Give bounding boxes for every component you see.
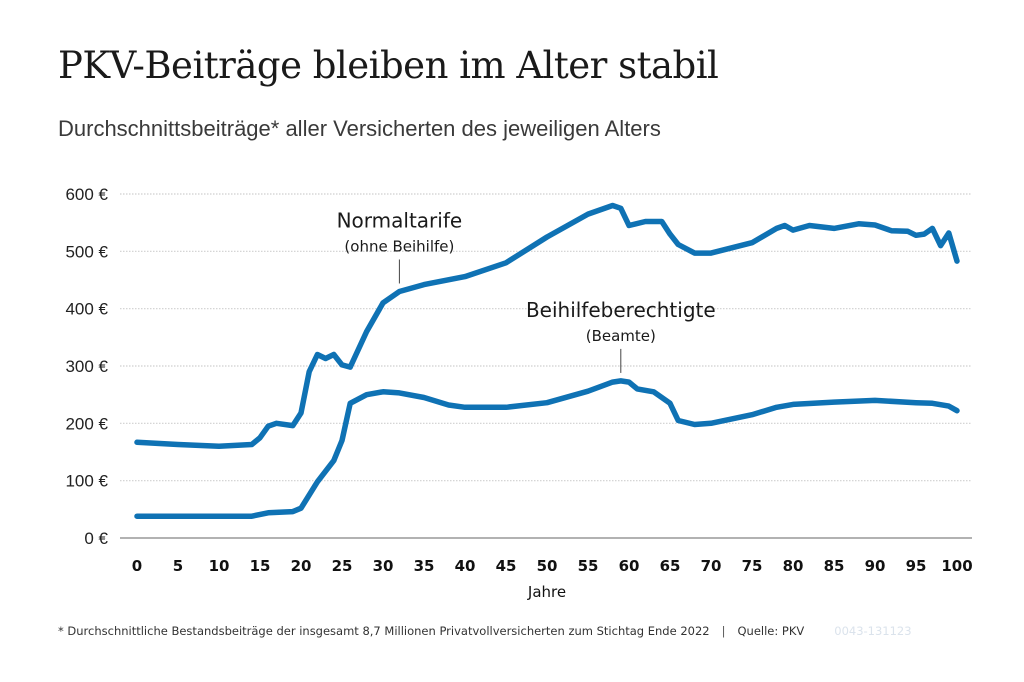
x-tick-label: 35 — [414, 557, 435, 575]
annotation-title: Normaltarife — [337, 208, 463, 232]
graphic-code: 0043-131123 — [834, 624, 912, 638]
x-tick-label: 10 — [209, 557, 230, 575]
annotation-subtitle: (ohne Beihilfe) — [344, 237, 454, 255]
x-tick-label: 85 — [824, 557, 845, 575]
x-tick-label: 20 — [291, 557, 312, 575]
y-tick-label: 400 € — [65, 300, 108, 319]
y-tick-label: 300 € — [65, 357, 108, 376]
footnote-separator: | — [721, 624, 726, 638]
gridlines — [120, 193, 972, 482]
series-lines — [134, 202, 960, 519]
x-tick-label: 95 — [906, 557, 927, 575]
y-tick-label: 600 € — [65, 185, 108, 204]
x-tick-label: 0 — [132, 557, 142, 575]
source-label: Quelle: PKV — [737, 624, 805, 638]
y-tick-label: 0 € — [84, 529, 108, 548]
annotation-subtitle: (Beamte) — [586, 327, 656, 345]
x-tick-label: 55 — [578, 557, 599, 575]
x-tick-label: 50 — [537, 557, 558, 575]
x-tick-label: 100 — [941, 557, 972, 575]
y-tick-label: 100 € — [65, 472, 108, 491]
x-axis-ticks: 0 5 10 15 20 25 30 35 40 45 50 55 60 65 70 75 80 85 90 95 10… — [132, 557, 973, 575]
x-tick-label: 80 — [783, 557, 804, 575]
y-tick-label: 200 € — [65, 414, 108, 433]
series-annotations: (ohne Beihilfe) Normaltarife (Beamte) Beihi… — [337, 208, 716, 373]
x-tick-label: 45 — [496, 557, 517, 575]
x-tick-label: 65 — [660, 557, 681, 575]
footnote-text: * Durchschnittliche Bestandsbeiträge der… — [58, 624, 710, 638]
annotation-title: Beihilfeberechtigte — [526, 298, 716, 322]
y-axis-ticks: 0 € 100 € 200 € 300 € 400 € 500 € 600 € — [65, 185, 108, 548]
x-tick-label: 15 — [250, 557, 271, 575]
x-tick-label: 75 — [742, 557, 763, 575]
series-line-normaltarife — [134, 202, 960, 450]
y-tick-label: 500 € — [65, 242, 108, 261]
x-tick-label: 5 — [173, 557, 183, 575]
x-tick-label: 30 — [373, 557, 394, 575]
series-line-beihilfeberechtigte — [134, 378, 960, 519]
x-tick-label: 25 — [332, 557, 353, 575]
x-tick-label: 90 — [865, 557, 886, 575]
x-tick-label: 70 — [701, 557, 722, 575]
chart-subtitle: Durchschnittsbeiträge* aller Versicherte… — [58, 116, 661, 141]
x-tick-label: 60 — [619, 557, 640, 575]
footnote: * Durchschnittliche Bestandsbeiträge der… — [58, 624, 912, 638]
x-axis-label: Jahre — [527, 583, 566, 601]
chart-title: PKV-Beiträge bleiben im Alter stabil — [58, 44, 719, 87]
x-tick-label: 40 — [455, 557, 476, 575]
